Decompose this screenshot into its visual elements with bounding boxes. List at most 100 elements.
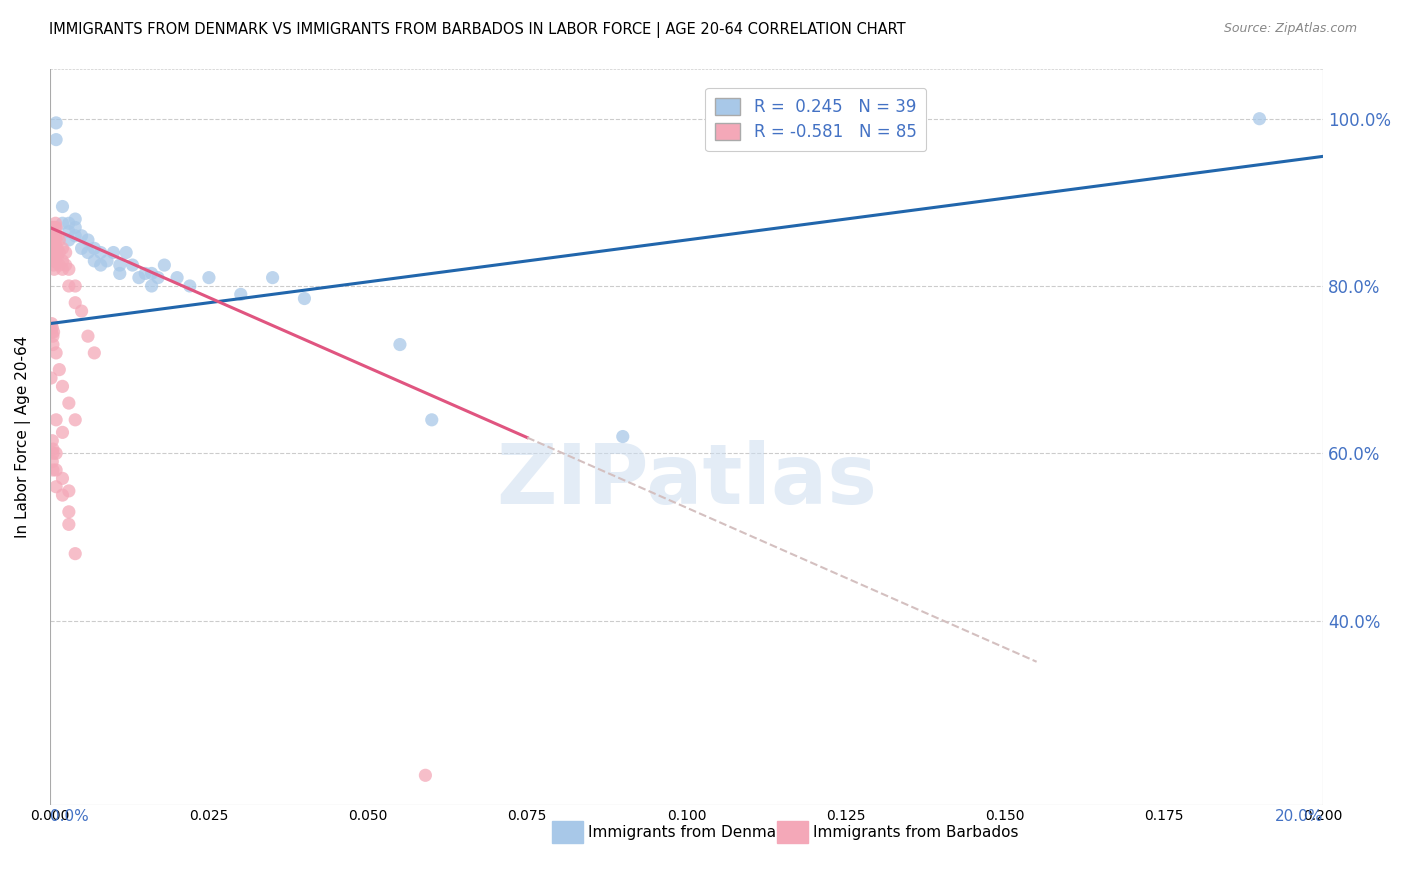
Point <box>388 337 411 351</box>
Point <box>58 262 80 277</box>
Point <box>42 233 65 247</box>
Point <box>415 768 437 782</box>
Point <box>83 241 105 255</box>
Text: Immigrants from Barbados: Immigrants from Barbados <box>813 825 1019 839</box>
Point <box>41 434 63 448</box>
Point <box>229 287 252 301</box>
Y-axis label: In Labor Force | Age 20-64: In Labor Force | Age 20-64 <box>15 335 31 538</box>
Point <box>1249 112 1271 126</box>
Point <box>41 321 63 335</box>
Point <box>42 241 65 255</box>
Point <box>44 237 66 252</box>
Point <box>115 245 138 260</box>
Point <box>45 413 67 427</box>
Point <box>90 245 112 260</box>
Point <box>51 379 73 393</box>
Point <box>41 225 63 239</box>
Point <box>128 270 150 285</box>
Point <box>44 253 66 268</box>
Point <box>294 292 316 306</box>
Point <box>42 446 65 460</box>
Point <box>48 245 70 260</box>
Point <box>48 233 70 247</box>
Point <box>121 258 143 272</box>
Point <box>39 241 62 255</box>
Point <box>179 279 201 293</box>
Point <box>41 325 63 339</box>
Point <box>63 220 86 235</box>
Point <box>58 216 80 230</box>
Point <box>51 216 73 230</box>
Point <box>44 233 66 247</box>
Point <box>612 429 634 443</box>
Point <box>77 245 100 260</box>
Point <box>42 228 65 243</box>
Point <box>44 262 66 277</box>
Point <box>45 346 67 360</box>
Point <box>153 258 176 272</box>
Point <box>42 258 65 272</box>
Point <box>42 329 65 343</box>
Point <box>146 270 169 285</box>
Point <box>39 233 62 247</box>
Point <box>63 295 86 310</box>
Point <box>45 241 67 255</box>
Point <box>58 279 80 293</box>
Point <box>58 396 80 410</box>
Point <box>63 212 86 227</box>
Point <box>42 237 65 252</box>
Point <box>70 228 93 243</box>
Text: ZIPatlas: ZIPatlas <box>496 441 877 521</box>
Point <box>42 245 65 260</box>
Point <box>44 241 66 255</box>
Point <box>141 279 163 293</box>
Point <box>63 279 86 293</box>
Point <box>41 317 63 331</box>
Point <box>45 480 67 494</box>
Point <box>46 250 69 264</box>
Point <box>41 228 63 243</box>
Point <box>51 488 73 502</box>
Point <box>45 250 67 264</box>
Point <box>48 258 70 272</box>
Point <box>58 505 80 519</box>
Point <box>134 267 156 281</box>
Point <box>63 547 86 561</box>
Point <box>420 413 443 427</box>
Point <box>44 220 66 235</box>
Point <box>58 517 80 532</box>
Point <box>39 225 62 239</box>
Point <box>58 483 80 498</box>
Point <box>45 133 67 147</box>
Point <box>51 253 73 268</box>
Point <box>77 233 100 247</box>
Point <box>39 371 62 385</box>
Point <box>55 258 77 272</box>
Point <box>96 253 118 268</box>
Point <box>83 253 105 268</box>
Point <box>83 346 105 360</box>
Point <box>45 233 67 247</box>
Point <box>63 413 86 427</box>
Point <box>45 220 67 235</box>
Point <box>46 241 69 255</box>
Point <box>42 337 65 351</box>
Point <box>44 245 66 260</box>
Point <box>58 233 80 247</box>
Point <box>103 245 125 260</box>
Text: 20.0%: 20.0% <box>1275 809 1323 823</box>
Point <box>141 267 163 281</box>
Point <box>41 237 63 252</box>
Point <box>51 241 73 255</box>
Point <box>51 262 73 277</box>
Point <box>45 446 67 460</box>
Point <box>51 200 73 214</box>
Point <box>45 463 67 477</box>
Point <box>70 241 93 255</box>
Point <box>90 258 112 272</box>
Point <box>41 241 63 255</box>
Point <box>42 463 65 477</box>
Point <box>58 225 80 239</box>
Point <box>42 250 65 264</box>
Point <box>51 471 73 485</box>
